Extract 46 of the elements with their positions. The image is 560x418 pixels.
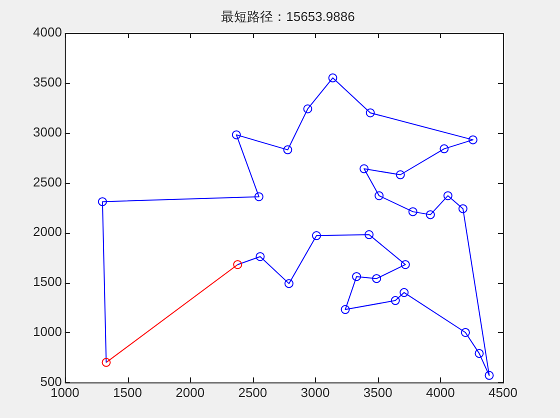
point — [396, 170, 405, 180]
point — [256, 252, 265, 262]
point — [484, 370, 494, 380]
point — [283, 145, 292, 154]
point — [440, 144, 449, 154]
point — [328, 73, 338, 82]
x-tick-label: 4000 — [426, 384, 455, 400]
y-tick-label: 3000 — [33, 124, 62, 140]
point — [364, 230, 374, 240]
point — [360, 164, 369, 174]
point — [468, 135, 478, 144]
point — [400, 260, 410, 270]
point — [232, 130, 241, 140]
point — [233, 260, 242, 270]
point — [390, 296, 400, 306]
x-tick-label: 2000 — [176, 384, 205, 400]
point — [352, 272, 362, 282]
x-tick-label: 1500 — [113, 384, 142, 400]
point — [254, 192, 264, 202]
point — [366, 108, 375, 118]
x-tick-label: 2500 — [238, 384, 268, 400]
point — [372, 274, 382, 284]
y-tick-label: 1000 — [33, 324, 62, 340]
point — [303, 104, 312, 114]
y-tick-label: 2000 — [33, 224, 62, 240]
point — [443, 191, 452, 200]
point — [340, 305, 350, 314]
x-tick-label: 3000 — [300, 384, 330, 400]
chart-title: 最短路径：15653.9886 — [220, 8, 356, 26]
point — [400, 288, 409, 298]
point — [458, 204, 468, 214]
point — [374, 191, 384, 200]
point — [312, 231, 322, 240]
y-tick-label: 3500 — [33, 74, 62, 90]
point — [426, 210, 435, 220]
point — [408, 207, 418, 216]
point — [284, 279, 294, 288]
y-tick-label: 4000 — [33, 24, 62, 40]
y-tick-label: 2500 — [33, 174, 62, 190]
x-tick-label: 4500 — [488, 384, 518, 400]
point — [474, 348, 484, 358]
point — [460, 328, 470, 337]
point — [102, 358, 111, 367]
y-tick-label: 1500 — [33, 274, 62, 290]
point — [98, 197, 107, 206]
x-tick-label: 3500 — [363, 384, 392, 400]
